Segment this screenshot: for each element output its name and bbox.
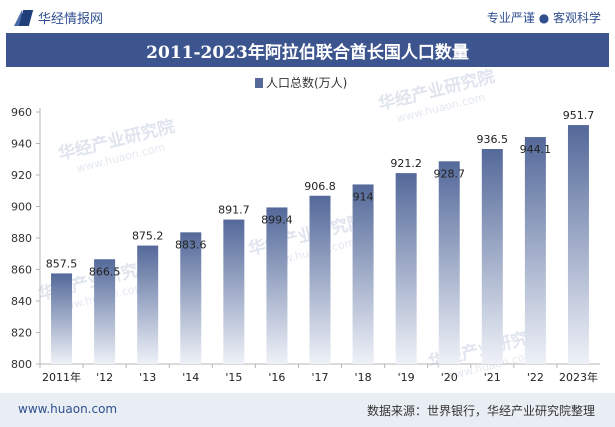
data-label: 914	[353, 190, 374, 203]
data-source: 数据来源：世界银行，华经产业研究院整理	[366, 404, 595, 418]
y-tick-label: 820	[11, 327, 32, 340]
title-bar: 2011-2023年阿拉伯联合酋长国人口数量	[6, 33, 609, 67]
chart-title: 2011-2023年阿拉伯联合酋长国人口数量	[146, 42, 469, 63]
x-tick-label: '15	[225, 371, 242, 384]
footer: www.huaon.com 数据来源：世界银行，华经产业研究院整理	[0, 393, 615, 427]
legend-label: 人口总数(万人)	[266, 75, 347, 90]
x-tick-label: '17	[311, 371, 328, 384]
bar	[94, 259, 116, 364]
data-label: 936.5	[477, 133, 509, 146]
bar	[395, 173, 417, 364]
bar	[51, 273, 73, 364]
legend-swatch	[255, 78, 263, 88]
y-tick-label: 860	[11, 264, 32, 277]
y-tick-label: 840	[11, 295, 32, 308]
top-bar: 华经情报网 专业严谨 ● 客观科学	[0, 0, 615, 33]
website-link[interactable]: www.huaon.com	[18, 402, 118, 416]
data-label: 906.8	[304, 180, 336, 193]
y-tick-label: 960	[11, 106, 32, 119]
y-tick-label: 900	[11, 201, 32, 214]
data-label: 866.5	[89, 265, 121, 278]
logo-text: 华经情报网	[38, 12, 104, 27]
bar	[266, 207, 288, 364]
x-tick-label: '14	[182, 371, 199, 384]
bar	[352, 184, 374, 364]
data-label: 899.4	[261, 213, 293, 226]
x-tick-label: '20	[441, 371, 458, 384]
x-tick-label: '13	[139, 371, 156, 384]
data-label: 944.1	[520, 143, 552, 156]
brand-logo: 华经情报网	[14, 8, 103, 27]
x-tick-label: '22	[527, 371, 544, 384]
data-label: 951.7	[563, 109, 595, 122]
y-tick-label: 920	[11, 169, 32, 182]
bar	[137, 245, 159, 364]
data-label: 857.5	[46, 257, 78, 270]
data-label: 883.6	[175, 238, 207, 251]
x-tick-label: '19	[398, 371, 415, 384]
x-tick-label: 2011年	[42, 370, 81, 384]
bar	[223, 219, 245, 364]
x-tick-label: '21	[484, 371, 501, 384]
data-label: 928.7	[433, 167, 465, 180]
y-tick-label: 940	[11, 138, 32, 151]
x-tick-label: 2023年	[559, 370, 598, 384]
data-label: 891.7	[218, 204, 250, 217]
bar	[438, 161, 460, 364]
data-label: 921.2	[390, 157, 422, 170]
bar	[567, 125, 589, 364]
y-tick-label: 800	[11, 358, 32, 371]
bar	[481, 149, 503, 364]
bar	[524, 137, 546, 364]
data-label: 875.2	[132, 230, 164, 243]
x-tick-label: '18	[355, 371, 372, 384]
logo-icon	[14, 9, 34, 26]
y-tick-label: 880	[11, 232, 32, 245]
x-tick-label: '16	[268, 371, 285, 384]
x-tick-label: '12	[96, 371, 113, 384]
slogan: 专业严谨 ● 客观科学	[486, 11, 601, 25]
bar	[309, 195, 331, 364]
bar	[180, 232, 202, 364]
